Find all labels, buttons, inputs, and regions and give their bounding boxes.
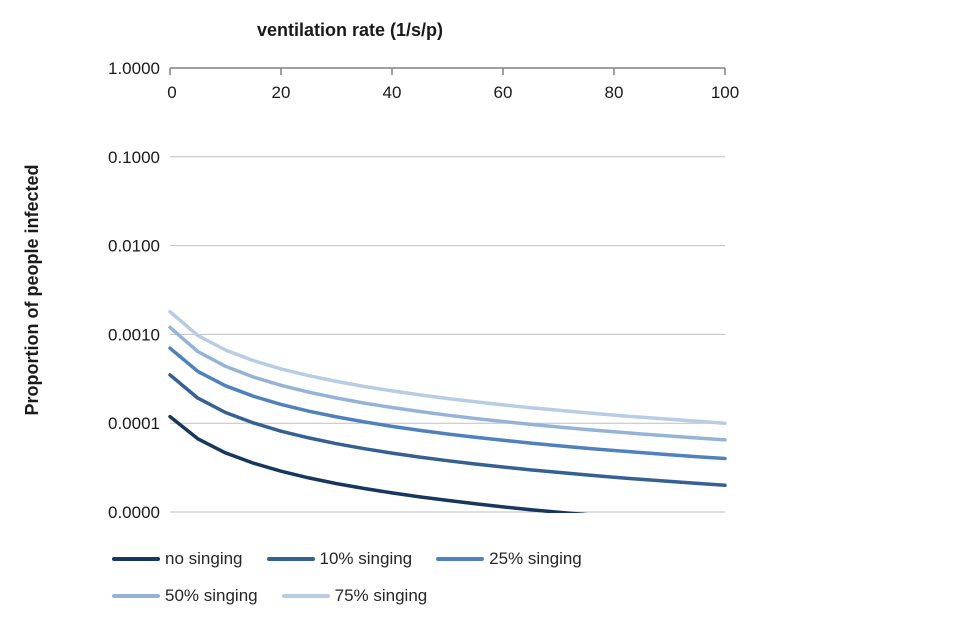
legend: no singing 10% singing 25% singing 50% s… bbox=[112, 549, 582, 606]
series-line-50-singing bbox=[168, 325, 727, 442]
x-tick-label-40: 40 bbox=[383, 83, 402, 102]
y-gridlines bbox=[170, 156, 725, 513]
legend-label-no-singing: no singing bbox=[165, 549, 243, 568]
legend-row-1: no singing 10% singing 25% singing bbox=[112, 549, 582, 569]
y-tick-labels: 1.0000 0.1000 0.0100 0.0010 0.0001 0.000… bbox=[108, 59, 160, 522]
legend-item-75-singing: 75% singing bbox=[281, 586, 428, 606]
legend-line-swatch-no-singing bbox=[112, 557, 160, 561]
y-tick-label-0-1: 0.1000 bbox=[108, 148, 160, 167]
x-tick-label-100: 100 bbox=[711, 83, 739, 102]
legend-item-50-singing: 50% singing bbox=[112, 586, 258, 606]
legend-item-25-singing: 25% singing bbox=[436, 549, 582, 569]
x-tick-label-20: 20 bbox=[272, 83, 291, 102]
y-tick-label-0-0001: 0.0001 bbox=[108, 414, 160, 433]
series-line-75-singing bbox=[168, 309, 727, 425]
legend-row-2: 50% singing 75% singing bbox=[112, 586, 582, 606]
chart-title: ventilation rate (1/s/p) bbox=[257, 20, 443, 40]
x-axis bbox=[169, 67, 726, 75]
y-axis-title: Proportion of people infected bbox=[22, 165, 42, 416]
legend-line-swatch-10-singing bbox=[266, 557, 315, 561]
x-tick-label-0: 0 bbox=[167, 83, 176, 102]
y-tick-label-0-0000: 0.0000 bbox=[108, 503, 160, 522]
legend-label-10-singing: 10% singing bbox=[319, 549, 413, 568]
y-tick-label-0-001: 0.0010 bbox=[108, 325, 160, 344]
legend-line-swatch-50-singing bbox=[112, 594, 160, 598]
series-lines bbox=[168, 309, 727, 513]
x-tick-label-80: 80 bbox=[605, 83, 624, 102]
legend-item-no-singing: no singing bbox=[112, 549, 243, 569]
legend-label-75-singing: 75% singing bbox=[334, 586, 428, 605]
y-tick-label-0-01: 0.0100 bbox=[108, 237, 160, 256]
legend-label-50-singing: 50% singing bbox=[165, 586, 258, 605]
series-line-25-singing bbox=[168, 346, 727, 461]
legend-line-swatch-25-singing bbox=[436, 557, 485, 561]
series-line-10-singing bbox=[168, 373, 727, 488]
y-tick-label-1: 1.0000 bbox=[108, 59, 160, 78]
legend-line-swatch-75-singing bbox=[281, 594, 330, 598]
legend-label-25-singing: 25% singing bbox=[489, 549, 582, 568]
x-tick-label-60: 60 bbox=[494, 83, 513, 102]
series-line-no-singing bbox=[168, 414, 589, 513]
legend-item-10-singing: 10% singing bbox=[266, 549, 413, 569]
x-tick-labels: 0 20 40 60 80 100 bbox=[167, 83, 739, 102]
